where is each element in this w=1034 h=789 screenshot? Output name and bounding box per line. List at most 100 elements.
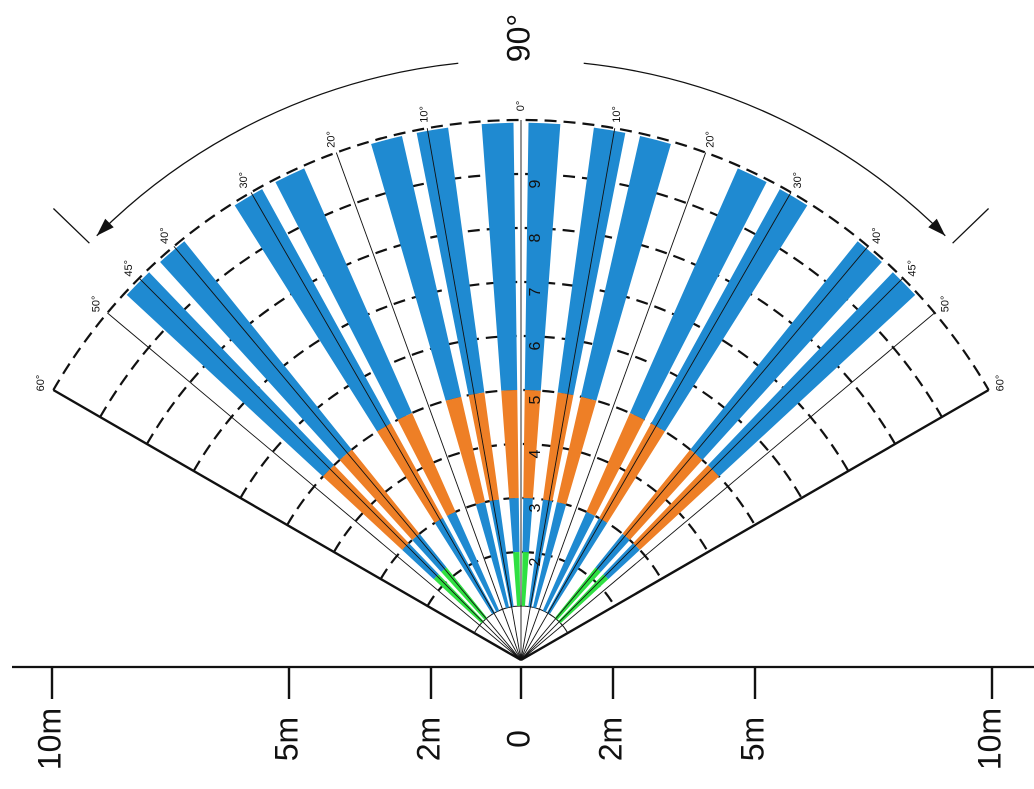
mid-zone-beam [523, 390, 541, 499]
angle-ray [520, 192, 792, 661]
angle-label: 40° [159, 227, 171, 244]
far-zone-beam [629, 168, 767, 420]
angle-ray [520, 277, 904, 661]
range-ring [426, 550, 616, 607]
far-zone-beam [524, 122, 561, 391]
coverage-arc-tick [952, 208, 990, 244]
angle-ray [52, 388, 522, 662]
angle-ray [107, 312, 522, 661]
coverage-arc-arrow [52, 62, 990, 244]
near-zone-beam [542, 511, 596, 612]
coverage-angle-label: 90° [500, 14, 536, 62]
angle-labels: 0° 10° 20° 30° 40° 45° 50° 60° 10° 20° 30° 40° 45° 50… [35, 101, 1007, 392]
angle-label: 10° [419, 106, 431, 123]
coverage-arc-right [583, 62, 946, 237]
angle-ray [520, 246, 869, 661]
mid-zone-beam [445, 396, 486, 505]
angle-label: 45° [123, 260, 135, 277]
angle-label: 30° [792, 172, 804, 189]
angle-label: 20° [325, 131, 337, 148]
mid-zone-beam [633, 465, 720, 550]
angle-ray [520, 152, 707, 661]
angle-label: 60° [35, 375, 47, 392]
near-zone-beam [434, 518, 495, 615]
range-ring [52, 118, 990, 391]
angle-ray [138, 277, 522, 661]
far-zone-beam [160, 241, 352, 460]
angle-label: 30° [238, 172, 250, 189]
mid-zone-beam [599, 423, 665, 523]
near-zone-beam [509, 498, 520, 553]
angle-ray [173, 246, 522, 661]
far-zone-beam [580, 136, 671, 401]
mid-zone-beam [397, 412, 456, 516]
close-zone-beam [554, 567, 601, 620]
range-ring-number: 5 [527, 395, 544, 404]
range-ring-number: 9 [527, 179, 544, 188]
distance-scale: 10m 5m 2m 0 2m 5m 10m [12, 665, 1034, 770]
angle-ray [520, 388, 990, 662]
near-zone-beam [603, 543, 640, 580]
angle-ray [520, 312, 935, 661]
far-zone-beam [126, 272, 335, 477]
far-zone-beam [690, 241, 882, 460]
angle-label: 45° [907, 260, 919, 277]
near-zone-beam [547, 518, 608, 615]
scale-label: 2m [592, 717, 628, 761]
mid-zone-beam [622, 449, 703, 540]
far-zone-beam [707, 272, 916, 477]
near-zone-beam [522, 498, 533, 553]
near-zone-beam [532, 502, 567, 609]
range-ring-number: 7 [527, 287, 544, 296]
angle-label: 50° [939, 296, 951, 313]
mid-zone-beam [501, 390, 519, 499]
range-ring-number: 2 [527, 557, 544, 566]
close-zone-beam [433, 574, 484, 624]
far-zone-beam [234, 189, 391, 432]
far-zone-beam [481, 122, 518, 391]
scale-label: 5m [734, 717, 770, 761]
angle-rays [52, 120, 990, 662]
mid-zone-beam [556, 396, 597, 505]
mid-zone-beam [586, 412, 645, 516]
far-zone-beam [275, 168, 413, 420]
close-zone-beam [521, 552, 529, 607]
range-ring [379, 496, 663, 580]
angle-ray [426, 128, 522, 661]
near-zone-beam [475, 502, 510, 609]
angle-ray [520, 128, 616, 661]
angle-ray [335, 152, 522, 661]
arrowhead-icon [928, 218, 946, 236]
near-zone-beam [446, 511, 500, 612]
scale-label: 0 [500, 730, 536, 748]
angle-label: 40° [871, 227, 883, 244]
mid-zone-beam [339, 449, 420, 540]
far-zone-beam [371, 136, 462, 401]
angle-label: 0° [515, 101, 527, 112]
coverage-arc-tick [52, 208, 90, 244]
angle-label: 50° [91, 296, 103, 313]
range-ring-numbers: 2 3 4 5 6 7 8 9 [527, 179, 544, 566]
range-ring-number: 3 [527, 503, 544, 512]
mid-zone-beam [377, 423, 443, 523]
range-ring-number: 8 [527, 233, 544, 242]
scale-label: 10m [971, 708, 1007, 770]
far-zone-beam [651, 189, 808, 432]
near-zone-beam [412, 533, 447, 572]
range-ring-number: 4 [527, 449, 544, 458]
close-zone-beam [513, 552, 521, 607]
close-zone-beam [441, 567, 488, 620]
scale-label: 2m [410, 717, 446, 761]
scale-label: 10m [31, 708, 67, 770]
angle-label: 20° [704, 131, 716, 148]
angle-label: 10° [611, 106, 623, 123]
near-zone-beam [528, 499, 553, 608]
range-ring-number: 6 [527, 341, 544, 350]
scale-label: 5m [268, 717, 304, 761]
mid-zone-beam [322, 465, 409, 550]
near-zone-beam [402, 543, 439, 580]
near-zone-beam [595, 533, 630, 572]
near-zone-beam [489, 499, 514, 608]
arrowhead-icon [96, 218, 114, 236]
